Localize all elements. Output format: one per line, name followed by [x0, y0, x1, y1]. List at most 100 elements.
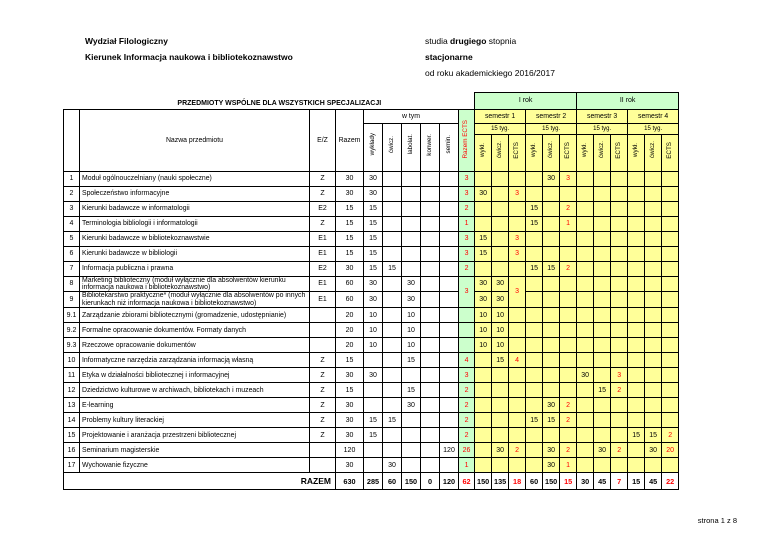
wtym-cell-2 — [401, 412, 421, 429]
wtym-cell-0: 15 — [363, 245, 383, 262]
razem-column-header: Razem — [335, 108, 364, 172]
wtym-cell-3 — [420, 200, 440, 217]
semester-cell-3 — [525, 185, 544, 202]
wtym-cell-1 — [382, 185, 402, 202]
wtym-cell-0: 15 — [363, 230, 383, 247]
cwicz-column-header: ćwicz. — [382, 122, 402, 172]
semester-cell-5 — [559, 352, 578, 369]
study-type-suffix: stopnia — [486, 36, 517, 46]
semester-cell-11 — [661, 307, 680, 324]
semester-cell-8 — [610, 291, 629, 309]
semester-cell-0 — [474, 412, 493, 429]
row-number-cell: 13 — [63, 397, 80, 414]
total-semester-8: 7 — [610, 472, 629, 491]
wtym-cell-0 — [363, 457, 383, 474]
table-row: 3 Kierunki badawcze w informatologii E2 15 1… — [63, 200, 680, 217]
s4-wykl-header: wykł. — [627, 133, 646, 172]
wtym-cell-4 — [439, 291, 459, 309]
subject-name-cell: Informacja publiczna i prawna — [79, 260, 310, 277]
wtym-cell-2: 15 — [401, 352, 421, 369]
semester-cell-10 — [644, 200, 663, 217]
semester-cell-0: 10 — [474, 337, 493, 354]
semester-cell-9 — [627, 170, 646, 187]
semester-cell-3 — [525, 170, 544, 187]
wtym-cell-2: 10 — [401, 337, 421, 354]
razem-ects-cell: 3 — [457, 245, 476, 262]
ez-column-header: E/Z — [309, 108, 336, 172]
semester-cell-2 — [508, 427, 527, 444]
semester-cell-11 — [661, 382, 680, 399]
table-title: PRZEDMIOTY WSPÓLNE DLA WSZYSTKICH SPECJA… — [177, 99, 382, 107]
semester-cell-6 — [576, 382, 595, 399]
total-semester-9: 15 — [627, 472, 646, 491]
table-row: 10 Informatyczne narzędzia zarządzania in… — [63, 352, 680, 369]
semester-cell-7 — [593, 337, 612, 354]
semester-cell-4: 30 — [542, 442, 561, 459]
semester-cell-11 — [661, 457, 680, 474]
wtym-cell-4 — [439, 275, 459, 293]
total-wtym-2: 150 — [401, 472, 421, 491]
semester-cell-6 — [576, 275, 595, 293]
wtym-cell-4 — [439, 245, 459, 262]
semester-cell-4: 15 — [542, 412, 561, 429]
semester-cell-10 — [644, 382, 663, 399]
total-wtym-0: 285 — [363, 472, 383, 491]
s2-ects-header: ECTS — [559, 133, 578, 172]
wtym-cell-0: 30 — [363, 185, 383, 202]
wtym-cell-0: 15 — [363, 215, 383, 232]
s2-cwicz-header: ćwicz. — [542, 133, 561, 172]
semester-cell-5: 2 — [559, 397, 578, 414]
semester-cell-4 — [542, 275, 561, 293]
wtym-cell-2 — [401, 427, 421, 444]
semester-cell-3 — [525, 397, 544, 414]
semester-cell-1: 30 — [491, 442, 510, 459]
semester1-header: semestr 1 — [474, 108, 527, 124]
wtym-cell-0: 15 — [363, 427, 383, 444]
semester-cell-8 — [610, 397, 629, 414]
semester-cell-9 — [627, 457, 646, 474]
semester-cell-7 — [593, 185, 612, 202]
wtym-cell-1 — [382, 442, 402, 459]
semester-cell-9 — [627, 367, 646, 384]
semester-cell-1 — [491, 382, 510, 399]
semester-cell-4 — [542, 185, 561, 202]
semester-cell-10 — [644, 291, 663, 309]
semester-cell-5 — [559, 382, 578, 399]
semester-cell-10 — [644, 397, 663, 414]
table-row: 11 Etyka w działalności bibliotecznej i i… — [63, 367, 680, 384]
wtym-cell-3 — [420, 457, 440, 474]
semester-cell-11 — [661, 322, 680, 339]
semester-cell-6 — [576, 200, 595, 217]
wtym-cell-4 — [439, 230, 459, 247]
wtym-cell-2: 30 — [401, 275, 421, 293]
semester-cell-7 — [593, 307, 612, 324]
semester-cell-11 — [661, 337, 680, 354]
semester-cell-1 — [491, 200, 510, 217]
semester-cell-11 — [661, 367, 680, 384]
semester-cell-9 — [627, 215, 646, 232]
wtym-cell-1: 30 — [382, 457, 402, 474]
subject-column-header: Nazwa przedmiotu — [79, 108, 310, 172]
subject-name-cell: E-learning — [79, 397, 310, 414]
subject-name-cell: Projektowanie i aranżacja przestrzeni bi… — [79, 427, 310, 444]
semester-cell-6 — [576, 352, 595, 369]
semester-cell-6 — [576, 457, 595, 474]
semester-cell-3 — [525, 352, 544, 369]
s1-wykl-header: wykł. — [474, 133, 493, 172]
semester-cell-11 — [661, 200, 680, 217]
semester-cell-1 — [491, 412, 510, 429]
wtym-cell-3 — [420, 245, 440, 262]
ez-cell: Z — [309, 352, 336, 369]
subject-name-cell: Kierunki badawcze w bibliologii — [79, 245, 310, 262]
semester-cell-10 — [644, 230, 663, 247]
semester-cell-4 — [542, 307, 561, 324]
subject-name-cell: Dziedzictwo kulturowe w archiwach, bibli… — [79, 382, 310, 399]
wtym-cell-1 — [382, 307, 402, 324]
semester-cell-6 — [576, 397, 595, 414]
ez-cell: Z — [309, 397, 336, 414]
semester-cell-0: 15 — [474, 230, 493, 247]
wtym-cell-3 — [420, 397, 440, 414]
razem-hours-cell: 120 — [335, 442, 364, 459]
faculty-name: Wydział Filologiczny — [85, 36, 168, 46]
semester-cell-7 — [593, 215, 612, 232]
